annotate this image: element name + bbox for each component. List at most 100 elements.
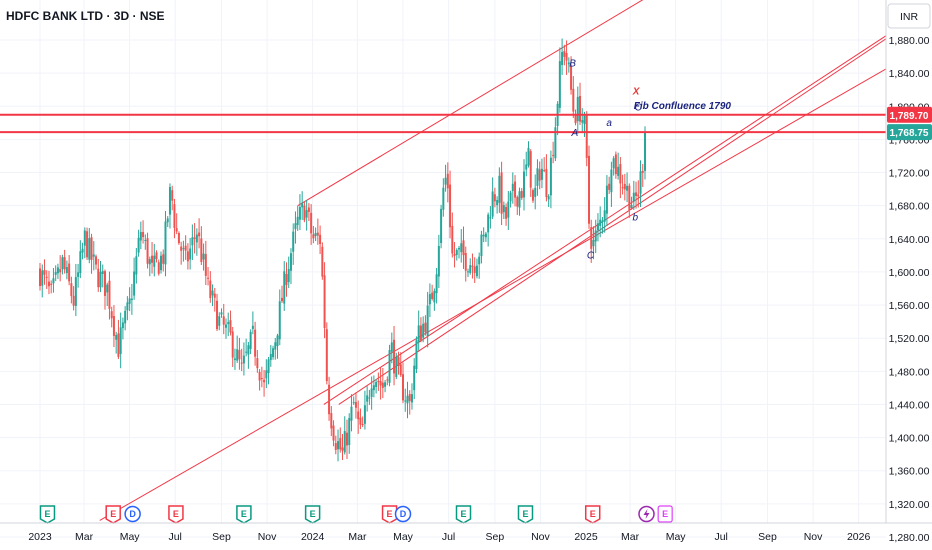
candle-body [95, 256, 98, 265]
candle-body [128, 298, 131, 304]
x-tick-label: 2025 [574, 531, 598, 543]
candle-body [59, 269, 62, 273]
candle-body [231, 331, 234, 358]
horizontal-levels[interactable] [0, 113, 886, 134]
event-marker-earnings[interactable]: E [304, 505, 321, 524]
candle-body [189, 248, 192, 260]
candle-body [442, 187, 445, 210]
candle-body [106, 284, 109, 293]
candle-body [399, 364, 402, 376]
candle-body [278, 301, 281, 340]
price-labels: 1,789.70 1,768.75 [887, 106, 932, 141]
candle-body [166, 218, 169, 223]
candle-body [296, 216, 299, 225]
candle-body [466, 271, 469, 273]
candle-body [263, 379, 266, 383]
event-marker-earnings-miss[interactable]: E [584, 505, 601, 524]
candle-body [108, 280, 111, 309]
candle-body [502, 205, 505, 213]
candle-body [581, 120, 584, 123]
event-marker-earnings-miss[interactable]: E [381, 505, 398, 524]
y-tick-label: 1,440.00 [889, 399, 930, 411]
candle-body [316, 232, 319, 236]
candle-body [61, 257, 64, 270]
candle-body [352, 402, 355, 404]
event-marker-earnings-miss[interactable]: E [105, 505, 121, 524]
chart-annotation[interactable]: X [632, 87, 641, 98]
y-tick-label: 1,280.00 [889, 532, 930, 544]
candle-body [480, 234, 483, 257]
candle-body [298, 207, 301, 220]
event-marker-earnings-miss[interactable]: E [168, 505, 184, 524]
candle-body [99, 271, 102, 288]
wave-label: B [569, 59, 576, 70]
event-marker-earnings-upcoming[interactable]: E [657, 505, 673, 523]
candle-body [368, 397, 371, 399]
candle-body [583, 115, 586, 124]
candle-body [549, 157, 552, 196]
candle-body [644, 132, 647, 171]
y-tick-label: 1,600.00 [889, 267, 930, 279]
candle-body [224, 324, 227, 328]
candle-body [43, 270, 46, 275]
candle-body [608, 183, 611, 190]
candle-body [496, 199, 499, 206]
candle-body [328, 384, 331, 415]
candle-body [155, 252, 158, 259]
candle-body [281, 297, 284, 302]
chart-annotation[interactable]: Fib Confluence 1790 [634, 101, 732, 112]
candle-body [124, 310, 127, 324]
y-tick-label: 1,640.00 [889, 234, 930, 246]
candle-body [267, 359, 270, 374]
trend-line-mid-channel-b[interactable] [338, 5, 932, 405]
candle-body [305, 210, 308, 218]
candle-body [527, 147, 530, 166]
currency-box[interactable] [887, 3, 931, 29]
candle-body [509, 192, 512, 202]
candle-body [410, 394, 413, 403]
event-marker-dividend[interactable]: D [394, 505, 412, 523]
price-axis-panel[interactable] [886, 0, 932, 523]
candle-body [462, 240, 465, 256]
candle-body [449, 184, 452, 228]
candle-body [251, 325, 254, 329]
candle-body [547, 196, 550, 200]
candle-body [72, 295, 75, 306]
event-marker-earnings[interactable]: E [39, 505, 56, 524]
candle-body [536, 168, 539, 186]
event-marker-earnings[interactable]: E [455, 505, 472, 524]
event-marker-earnings[interactable]: E [236, 505, 252, 524]
svg-text:D: D [400, 509, 407, 519]
candle-body [419, 325, 422, 341]
candle-body [404, 400, 407, 402]
candle-body [511, 183, 514, 192]
svg-text:D: D [129, 509, 136, 519]
trend-line-lower-channel[interactable] [99, 40, 932, 521]
candle-body [475, 265, 478, 277]
wave-label: A [570, 128, 578, 139]
candle-body [639, 171, 642, 194]
time-axis[interactable]: 2023 Mar May Jul Sep Nov 2024 Mar May Jul Sep Nov 20… [28, 531, 870, 543]
candle-body [621, 187, 624, 189]
event-marker-dividend[interactable]: D [124, 505, 141, 523]
candle-body [630, 204, 633, 208]
candle-body [489, 217, 492, 219]
candle-body [146, 238, 149, 264]
candle-body [585, 114, 588, 158]
candle-body [77, 272, 80, 277]
event-marker-split[interactable] [638, 505, 655, 523]
candle-body [287, 269, 290, 283]
candle-body [641, 170, 644, 173]
wave-labels: B Aa C Cb Fib Confluence 1790 X [569, 59, 731, 262]
y-tick-label: 1,400.00 [889, 433, 930, 445]
event-marker-earnings[interactable]: E [517, 505, 534, 524]
candle-body [363, 405, 366, 424]
candle-body [540, 168, 543, 180]
wave-label: b [633, 213, 639, 224]
candle-body [198, 232, 201, 237]
candle-body [285, 274, 288, 286]
candle-body [227, 322, 230, 325]
trend-line-upper-channel[interactable] [297, 0, 932, 207]
